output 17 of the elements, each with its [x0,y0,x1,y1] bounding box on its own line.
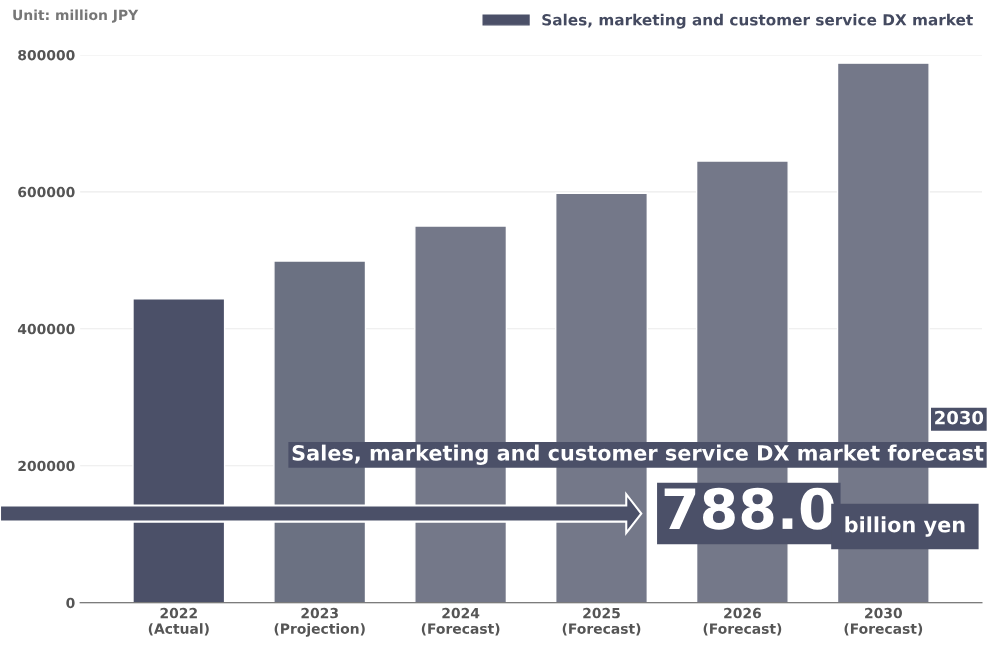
x-tick-label: 2030 (Forecast) [844,607,923,636]
annotation: 788.0 [664,487,835,530]
y-tick-label: 600000 [18,186,75,198]
y-tick-label: 400000 [17,323,75,335]
x-tick-label: 2023 (Projection) [274,607,365,637]
annotation: 2030 [935,410,984,425]
y-tick-label: 800000 [18,49,75,61]
y-tick-label: 200000 [18,460,75,472]
text: Unit: million JPY [13,9,139,23]
annotation: billion yen [845,516,965,537]
x-tick-label: 2026 (Forecast) [703,607,782,636]
x-tick-label: 2024 (Forecast) [421,607,500,636]
x-tick-label: 2025 (Forecast) [562,607,641,636]
legend-label: Sales, marketing and customer service DX market [542,13,973,29]
annotation: Sales, marketing and customer service DX market forecast [292,444,984,465]
y-tick-label: 0 [66,597,75,609]
x-tick-label: 2022 (Actual) [148,607,209,636]
